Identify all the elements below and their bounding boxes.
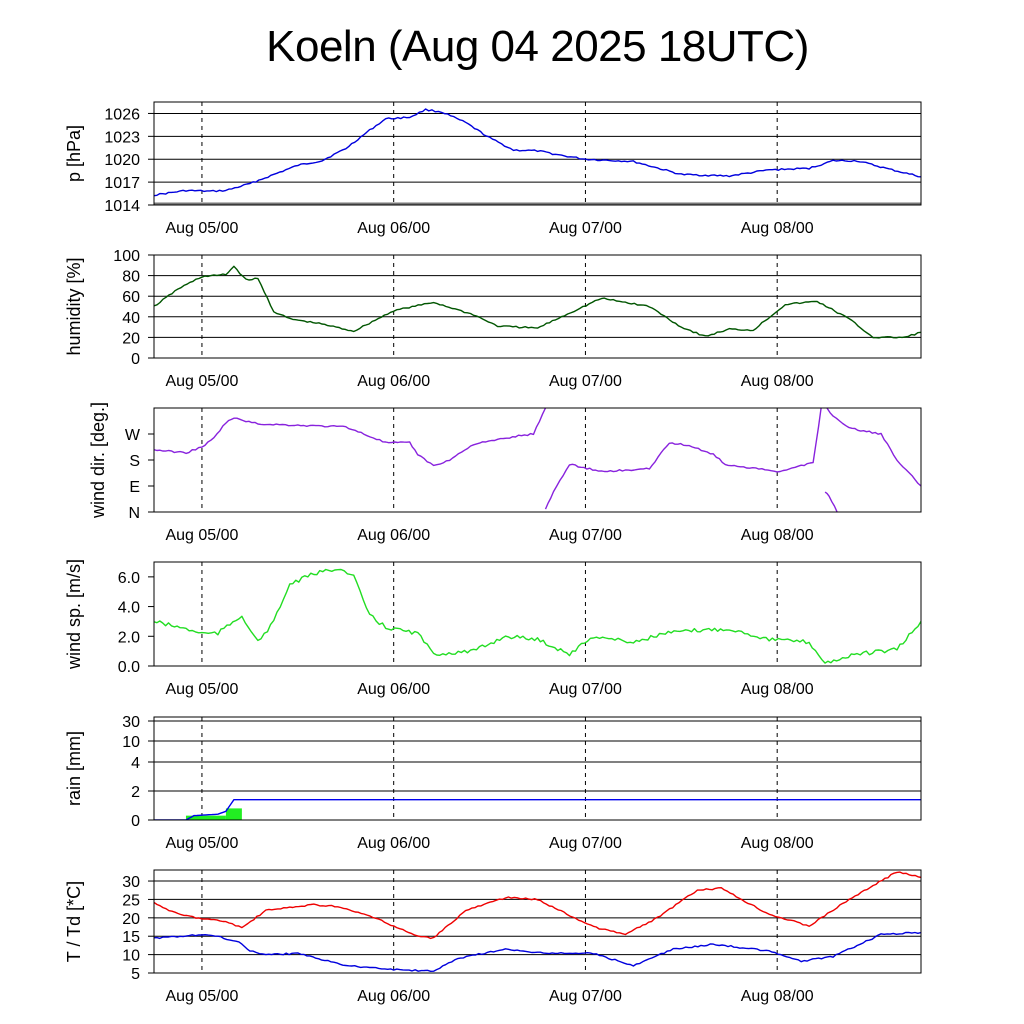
y-tick-label: 20 [122, 911, 140, 928]
y-tick-label: 60 [122, 289, 140, 306]
chart-title: Koeln (Aug 04 2025 18UTC) [266, 22, 809, 71]
y-axis-label: wind sp. [m/s] [64, 559, 84, 670]
x-tick-label: Aug 07/00 [549, 373, 622, 390]
series-line [544, 408, 822, 510]
y-tick-label: 2.0 [118, 629, 140, 646]
x-tick-label: Aug 08/00 [741, 835, 814, 852]
y-tick-label: 20 [122, 330, 140, 347]
panel-frame [153, 254, 922, 359]
y-tick-label: 100 [113, 248, 140, 265]
x-tick-label: Aug 07/00 [549, 220, 622, 237]
y-tick-label: 6.0 [118, 570, 140, 587]
y-tick-label: 2 [131, 784, 140, 801]
series-line [154, 408, 547, 467]
series-line [154, 108, 921, 197]
y-axis-label: p [hPa] [64, 125, 84, 182]
y-axis-label: wind dir. [deg.] [88, 402, 108, 519]
y-tick-label: W [125, 427, 141, 444]
y-tick-label: 4.0 [118, 600, 140, 617]
y-tick-label: E [129, 479, 140, 496]
x-tick-label: Aug 05/00 [165, 835, 238, 852]
y-axis-label: humidity [%] [64, 257, 84, 355]
x-tick-label: Aug 07/00 [549, 988, 622, 1005]
series-line [824, 491, 838, 512]
series-line [154, 568, 921, 664]
panel-frame [153, 869, 922, 974]
y-axis-label: T / Td [*C] [64, 881, 84, 962]
x-tick-label: Aug 08/00 [741, 373, 814, 390]
x-tick-label: Aug 05/00 [165, 681, 238, 698]
x-tick-label: Aug 05/00 [165, 988, 238, 1005]
x-tick-label: Aug 06/00 [357, 527, 430, 544]
x-tick-label: Aug 05/00 [165, 220, 238, 237]
x-tick-label: Aug 06/00 [357, 681, 430, 698]
series-line [154, 931, 921, 972]
y-tick-label: 0 [131, 813, 140, 830]
x-tick-label: Aug 05/00 [165, 373, 238, 390]
series-line [154, 871, 921, 940]
x-tick-label: Aug 06/00 [357, 988, 430, 1005]
x-tick-label: Aug 08/00 [741, 220, 814, 237]
x-tick-label: Aug 06/00 [357, 835, 430, 852]
panel-frame [153, 101, 922, 206]
y-tick-label: 15 [122, 929, 140, 946]
rain-bar [225, 808, 242, 820]
x-tick-label: Aug 07/00 [549, 681, 622, 698]
y-tick-label: 30 [122, 714, 140, 731]
x-tick-label: Aug 06/00 [357, 220, 430, 237]
panel-frame [153, 407, 922, 513]
y-tick-label: 0 [131, 351, 140, 368]
y-tick-label: 1020 [104, 152, 140, 169]
y-tick-label: 1017 [104, 175, 140, 192]
y-tick-label: 4 [131, 755, 140, 772]
y-tick-label: S [129, 453, 140, 470]
series-line [154, 265, 921, 339]
y-tick-label: 40 [122, 310, 140, 327]
y-tick-label: 1014 [104, 198, 140, 215]
x-tick-label: Aug 08/00 [741, 681, 814, 698]
y-tick-label: N [128, 505, 140, 522]
rain-bar [185, 815, 226, 820]
y-tick-label: 10 [122, 948, 140, 965]
y-tick-label: 10 [122, 734, 140, 751]
y-tick-label: 1026 [104, 106, 140, 123]
x-tick-label: Aug 07/00 [549, 835, 622, 852]
panel-frame [153, 716, 922, 821]
x-tick-label: Aug 05/00 [165, 527, 238, 544]
y-tick-label: 25 [122, 892, 140, 909]
series-line [826, 408, 921, 487]
y-tick-label: 5 [131, 966, 140, 983]
y-tick-label: 30 [122, 874, 140, 891]
series-line [154, 799, 921, 820]
y-tick-label: 1023 [104, 129, 140, 146]
x-tick-label: Aug 06/00 [357, 373, 430, 390]
x-tick-label: Aug 08/00 [741, 527, 814, 544]
y-tick-label: 0.0 [118, 659, 140, 676]
y-tick-label: 80 [122, 269, 140, 286]
x-tick-label: Aug 07/00 [549, 527, 622, 544]
y-axis-label: rain [mm] [64, 731, 84, 806]
x-tick-label: Aug 08/00 [741, 988, 814, 1005]
panel-frame [153, 561, 922, 667]
